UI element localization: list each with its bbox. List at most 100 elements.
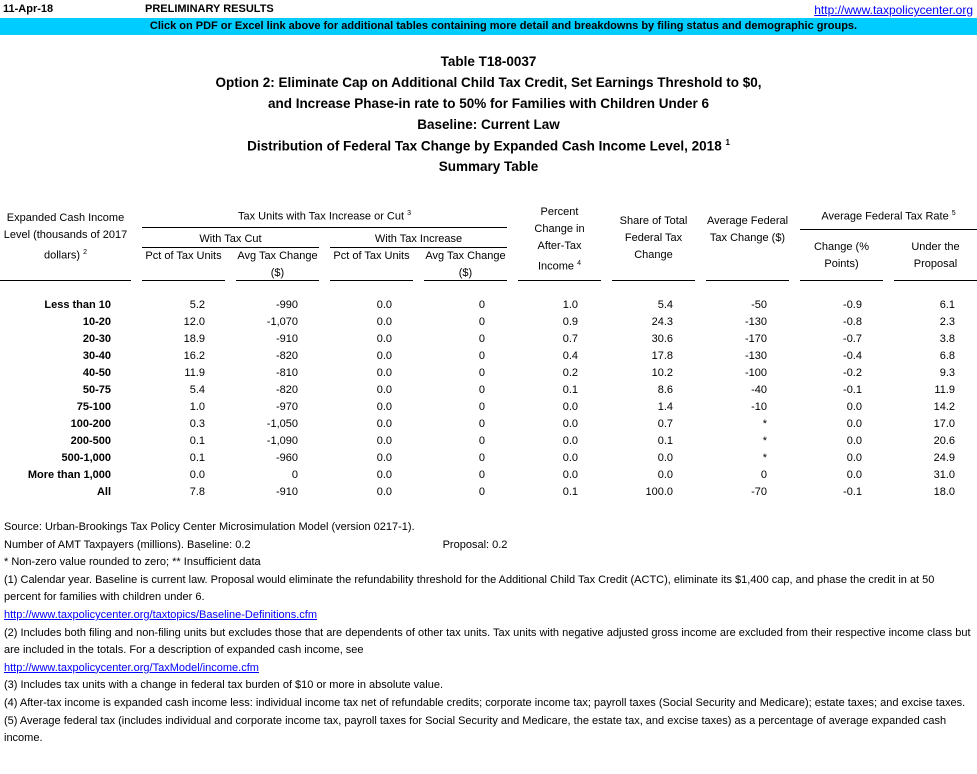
- group-rate: Average Federal Tax Rate 5: [821, 210, 956, 223]
- table-cell: 30.6: [651, 333, 673, 345]
- table-cell: 0.0: [376, 452, 392, 464]
- table-cell: 0.1: [562, 486, 578, 498]
- table-cell: 0.0: [376, 469, 392, 481]
- amt-note: Number of AMT Taxpayers (millions). Base…: [4, 538, 508, 551]
- table-cell: -0.1: [843, 486, 862, 498]
- row-label: 30-40: [82, 350, 111, 362]
- table-cell: -820: [275, 384, 298, 396]
- tpc-link[interactable]: http://www.taxpolicycenter.org: [814, 3, 973, 17]
- table-cell: 10.2: [651, 367, 673, 379]
- preliminary-label: PRELIMINARY RESULTS: [145, 3, 274, 15]
- top-bar: 11-Apr-18 PRELIMINARY RESULTS http://www…: [0, 0, 977, 18]
- col-inc-pct: Pct of Tax Units: [333, 250, 410, 262]
- footnote-5: (5) Average federal tax (includes indivi…: [4, 714, 947, 745]
- footnote-4: (4) After-tax income is expanded cash in…: [4, 696, 966, 709]
- table-cell: 0.0: [376, 333, 392, 345]
- table-cell: 0.0: [846, 435, 862, 447]
- table-cell: 0: [478, 401, 485, 413]
- table-cell: *: [762, 435, 767, 447]
- row-label: 500-1,000: [61, 452, 111, 464]
- table-cell: 100.0: [645, 486, 673, 498]
- table-cell: -910: [275, 486, 298, 498]
- table-cell: -50: [751, 299, 767, 311]
- table-cell: 0.1: [189, 452, 205, 464]
- table-cell: 0.0: [562, 418, 578, 430]
- col-inc-avg: Avg Tax Change ($): [425, 250, 506, 279]
- nonzero-note: * Non-zero value rounded to zero; ** Ins…: [4, 556, 261, 569]
- row-label: More than 1,000: [27, 469, 111, 481]
- table-cell: 6.8: [939, 350, 955, 362]
- table-cell: 6.1: [939, 299, 955, 311]
- summary-title: Summary Table: [438, 159, 539, 174]
- group-tax-units: Tax Units with Tax Increase or Cut 3: [237, 210, 412, 223]
- group-with-cut: With Tax Cut: [199, 233, 262, 245]
- table-cell: 8.6: [657, 384, 673, 396]
- table-cell: *: [762, 418, 767, 430]
- table-cell: -960: [275, 452, 298, 464]
- col-rate-under: Under the Proposal: [911, 241, 960, 270]
- table-cell: 0: [291, 469, 298, 481]
- income-definition-link[interactable]: http://www.taxpolicycenter.org/TaxModel/…: [4, 661, 259, 674]
- table-cell: -130: [744, 350, 767, 362]
- col-cut-avg: Avg Tax Change ($): [237, 250, 318, 279]
- table-cell: 0.0: [846, 452, 862, 464]
- table-cell: 9.3: [939, 367, 955, 379]
- table-cell: 0.0: [562, 401, 578, 413]
- table-cell: 24.9: [933, 452, 955, 464]
- table-cell: -40: [751, 384, 767, 396]
- report-date: 11-Apr-18: [3, 3, 54, 15]
- row-label: 40-50: [82, 367, 111, 379]
- table-cell: -970: [275, 401, 298, 413]
- footnote-1: (1) Calendar year. Baseline is current l…: [4, 573, 935, 604]
- table-cell: -1,070: [266, 316, 298, 328]
- row-label: 20-30: [82, 333, 111, 345]
- col-income-level: Expanded Cash Income Level (thousands of…: [3, 212, 128, 262]
- baseline-definitions-link[interactable]: http://www.taxpolicycenter.org/taxtopics…: [4, 608, 318, 621]
- table-cell: 0: [478, 299, 485, 311]
- table-cell: 5.4: [657, 299, 673, 311]
- table-cell: 2.3: [939, 316, 955, 328]
- table-cell: -810: [275, 367, 298, 379]
- table-cell: 0.0: [376, 418, 392, 430]
- table-cell: -820: [275, 350, 298, 362]
- col-rate-change: Change (% Points): [813, 241, 870, 270]
- row-label: 10-20: [82, 316, 111, 328]
- table-cell: 0.0: [376, 401, 392, 413]
- table-cell: 0.7: [562, 333, 578, 345]
- table-cell: 0: [478, 367, 485, 379]
- group-with-increase: With Tax Increase: [374, 233, 463, 245]
- table-cell: -130: [744, 316, 767, 328]
- table-cell: 0.1: [562, 384, 578, 396]
- table-cell: 18.9: [183, 333, 205, 345]
- table-cell: 0: [478, 452, 485, 464]
- table-cell: 0.0: [562, 452, 578, 464]
- table-cell: 31.0: [933, 469, 955, 481]
- table-cell: -910: [275, 333, 298, 345]
- table-cell: -0.1: [843, 384, 862, 396]
- table-cell: 0.7: [657, 418, 673, 430]
- table-cell: -10: [751, 401, 767, 413]
- table-cell: 0.0: [562, 435, 578, 447]
- table-cell: 0.1: [657, 435, 673, 447]
- col-share-total: Share of Total Federal Tax Change: [619, 215, 688, 261]
- baseline-title: Baseline: Current Law: [417, 117, 560, 132]
- table-cell: 11.9: [184, 367, 205, 379]
- table-cell: 0.0: [562, 469, 578, 481]
- col-cut-pct: Pct of Tax Units: [145, 250, 222, 262]
- table-cell: 5.2: [189, 299, 205, 311]
- table-cell: 0: [478, 350, 485, 362]
- table-cell: -0.8: [843, 316, 862, 328]
- table-cell: 16.2: [183, 350, 205, 362]
- row-label: All: [96, 486, 111, 498]
- table-cell: 0.3: [189, 418, 205, 430]
- table-cell: 5.4: [189, 384, 205, 396]
- table-cell: -1,090: [266, 435, 298, 447]
- info-banner: Click on PDF or Excel link above for add…: [0, 18, 977, 35]
- title-line-2: and Increase Phase-in rate to 50% for Fa…: [267, 96, 710, 111]
- title-line-1: Option 2: Eliminate Cap on Additional Ch…: [215, 75, 762, 90]
- table-cell: 7.8: [189, 486, 205, 498]
- footnote-2: (2) Includes both filing and non-filing …: [4, 626, 971, 657]
- table-cell: 0: [478, 333, 485, 345]
- table-cell: -1,050: [266, 418, 298, 430]
- table-cell: 0: [478, 486, 485, 498]
